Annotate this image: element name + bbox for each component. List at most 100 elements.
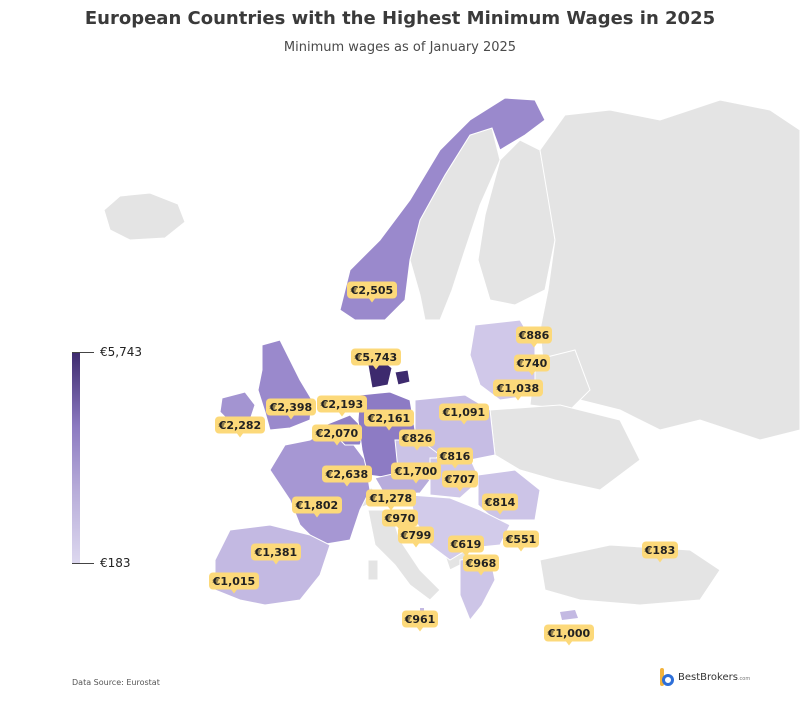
wage-label-bg: [439, 403, 489, 421]
wage-label-bg: [503, 530, 539, 548]
chart-title: European Countries with the Highest Mini…: [84, 8, 716, 29]
wage-label-bg: [209, 572, 259, 590]
wage-label-belgium: €2,070: [312, 424, 362, 446]
chart-subtitle: Minimum wages as of January 2025: [283, 40, 517, 55]
wage-label-pointer: [463, 552, 469, 557]
bestbrokers-logo-icon: [660, 668, 674, 686]
wage-label-text: €1,091: [442, 406, 485, 419]
wage-label-france: €1,802: [292, 496, 342, 518]
wage-label-bg: [642, 541, 678, 559]
wage-label-pointer: [339, 412, 345, 417]
wage-label-pointer: [273, 560, 279, 565]
wage-label-text: €1,381: [254, 546, 297, 559]
wage-label-text: €826: [401, 432, 433, 445]
wage-label-text: €2,161: [367, 412, 410, 425]
wage-label-pointer: [231, 589, 237, 594]
wage-label-norway: €2,505: [347, 281, 397, 303]
uk-shape: [257, 339, 313, 431]
wage-label-bg: [391, 462, 441, 480]
turkey-west-shape: [539, 544, 721, 606]
wage-label-bg: [312, 424, 362, 442]
wage-label-text: €5,743: [354, 351, 397, 364]
wage-label-bg: [398, 526, 434, 544]
wage-label-text: €1,802: [295, 499, 338, 512]
wage-label-luxembourg: €2,638: [322, 465, 372, 487]
wage-label-pointer: [373, 365, 379, 370]
wage-label-portugal: €1,015: [209, 572, 259, 594]
wage-label-spain: €1,381: [251, 543, 301, 565]
wage-label-text: €816: [439, 450, 471, 463]
wage-label-text: €1,700: [394, 465, 438, 478]
wage-label-bg: [493, 379, 543, 397]
france-shape: [269, 429, 371, 546]
wage-label-bg: [364, 409, 414, 427]
wage-label-pointer: [515, 396, 521, 401]
iberia-shape: [214, 524, 331, 606]
wage-label-pointer: [566, 641, 572, 646]
wage-label-text: €551: [505, 533, 537, 546]
wage-label-bg: [366, 489, 416, 507]
wage-label-text: €2,638: [325, 468, 368, 481]
wage-label-pointer: [529, 371, 535, 376]
wage-label-text: €2,398: [269, 401, 312, 414]
wage-label-pointer: [497, 510, 503, 515]
legend-min-tick: [72, 563, 94, 564]
wage-label-text: €1,000: [547, 627, 591, 640]
wage-label-text: €1,038: [496, 382, 539, 395]
wage-label-bulgaria: €551: [503, 530, 539, 552]
wage-label-pointer: [369, 298, 375, 303]
wage-label-germany: €2,161: [364, 409, 414, 431]
legend-color-bar: [72, 352, 80, 564]
brand-name: BestBrokers.com: [678, 672, 750, 683]
legend-max-tick: [72, 352, 94, 353]
wage-label-text: €740: [516, 357, 548, 370]
non-data-land: [103, 99, 800, 606]
wage-label-serbia: €619: [448, 535, 484, 557]
cyprus-shape: [560, 610, 578, 620]
wage-label-pointer: [518, 547, 524, 552]
wage-label-turkey: €183: [642, 541, 678, 563]
wage-labels: €2,505 €5,743 €886 €740 €1,038 €2,398 €2,282 €2…: [209, 281, 678, 646]
wage-label-text: €961: [404, 613, 436, 626]
wage-label-text: €1,015: [212, 575, 255, 588]
wage-label-croatia: €970: [382, 509, 418, 531]
wage-label-romania: €814: [482, 493, 518, 515]
wage-label-czechia: €826: [399, 429, 435, 451]
wage-label-text: €2,070: [315, 427, 359, 440]
russia-east-shape: [539, 99, 800, 441]
wage-label-pointer: [288, 415, 294, 420]
wage-label-bg: [482, 493, 518, 511]
wage-label-pointer: [478, 571, 484, 576]
finland-shape: [477, 139, 556, 306]
wage-label-bg: [514, 354, 550, 372]
wage-label-text: €183: [644, 544, 676, 557]
wage-label-bg: [317, 395, 367, 413]
wage-label-text: €707: [444, 473, 476, 486]
wage-label-slovenia: €1,278: [366, 489, 416, 511]
wage-label-pointer: [452, 464, 458, 469]
wage-label-cyprus: €1,000: [544, 624, 594, 646]
wage-label-bg: [215, 416, 265, 434]
norway-shape: [339, 97, 546, 321]
wage-label-text: €970: [384, 512, 416, 525]
wage-label-pointer: [344, 482, 350, 487]
wage-label-estonia: €886: [516, 326, 552, 348]
wage-label-pointer: [414, 446, 420, 451]
wage-label-denmark: €5,743: [351, 348, 401, 370]
wage-label-austria: €1,700: [391, 462, 441, 484]
wage-label-poland: €1,091: [439, 403, 489, 425]
wage-label-bg: [347, 281, 397, 299]
wage-label-pointer: [386, 426, 392, 431]
wage-label-bg: [516, 326, 552, 344]
wage-label-latvia: €740: [514, 354, 550, 376]
wage-label-pointer: [334, 441, 340, 446]
ukraine-shape: [489, 404, 641, 491]
wage-label-text: €1,278: [369, 492, 412, 505]
wage-label-bg: [463, 554, 499, 572]
wage-label-text: €968: [465, 557, 497, 570]
wage-label-slovakia: €816: [437, 447, 473, 469]
wage-label-bg: [399, 429, 435, 447]
wage-label-bosnia: €799: [398, 526, 434, 548]
wage-label-pointer: [413, 479, 419, 484]
